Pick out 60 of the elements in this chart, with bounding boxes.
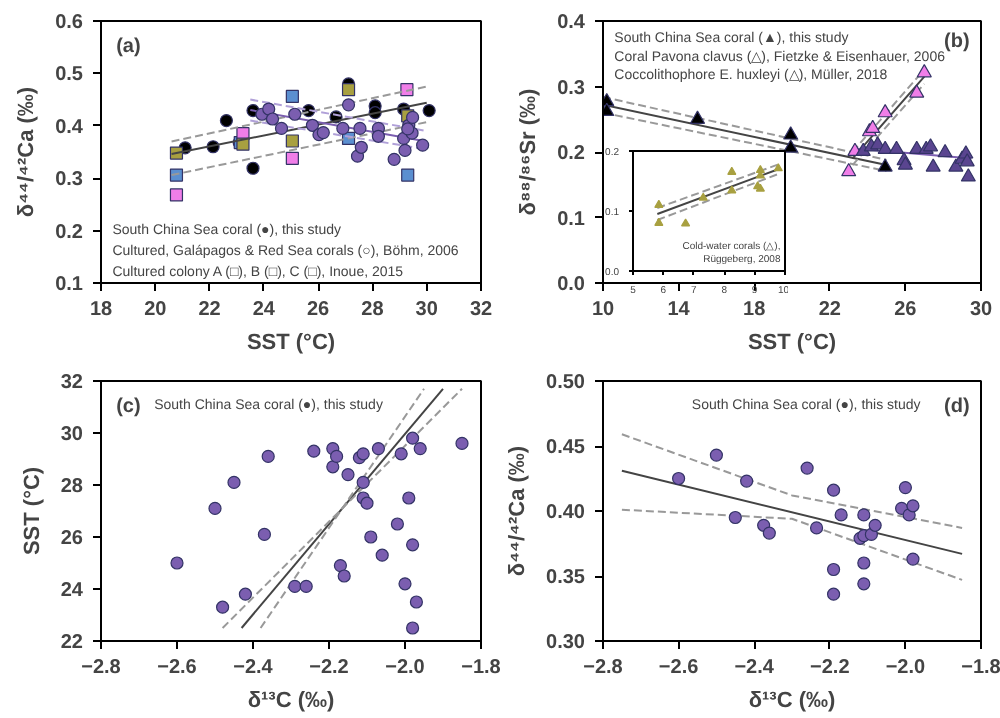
y-tick-label: 30: [60, 424, 84, 446]
x-tick-label: −2.2: [810, 657, 851, 679]
annotation: (a): [116, 36, 141, 59]
x-tick-label: 30: [969, 299, 993, 321]
y-axis-title: δ⁸⁸/⁸⁶Sr (‰): [517, 87, 542, 216]
x-axis-title: SST (°C): [246, 331, 336, 355]
y-tick-label: 0.30: [546, 632, 586, 654]
x-tick-label: 32: [469, 299, 493, 321]
x-tick-label: 20: [144, 299, 168, 321]
x-tick-label: 26: [307, 299, 331, 321]
x-axis-title: δ¹³C (‰): [748, 689, 836, 713]
y-tick-label: 0.40: [546, 502, 586, 524]
y-tick-label: 0.4: [557, 12, 586, 34]
x-tick-label: 24: [252, 299, 276, 321]
y-tick-label: 26: [60, 528, 84, 550]
y-tick-label: 0.0: [557, 274, 586, 296]
x-tick-label: −2.8: [583, 657, 624, 679]
y-tick-label: 0.3: [557, 77, 586, 100]
y-axis-title: SST (°C): [20, 466, 45, 556]
y-tick-label: 0.35: [546, 567, 586, 589]
x-tick-label: −1.8: [961, 657, 1000, 679]
x-tick-label: −2.2: [309, 657, 350, 679]
x-tick-label: 18: [743, 299, 767, 321]
x-tick-label: −2.6: [157, 657, 198, 679]
x-axis-title: SST (°C): [747, 331, 837, 355]
x-tick-label: 22: [198, 299, 222, 321]
x-tick-label: −2.0: [885, 657, 927, 679]
annotation: (b): [944, 30, 970, 53]
x-tick-label: −2.4: [734, 657, 775, 679]
x-tick-label: −1.8: [461, 657, 502, 679]
x-tick-label: −2.4: [233, 657, 274, 679]
y-axis-title: δ⁴⁴/⁴²Ca (‰): [15, 86, 40, 218]
y-axis-title: δ⁴⁴/⁴²Ca (‰): [506, 445, 531, 577]
y-tick-label: 22: [60, 632, 84, 654]
y-tick-label: 32: [60, 372, 84, 394]
y-tick-label: 0.5: [55, 64, 84, 87]
x-tick-label: 10: [591, 299, 615, 321]
y-tick-label: 0.1: [557, 208, 586, 231]
y-tick-label: 0.6: [55, 12, 84, 34]
x-tick-label: 18: [89, 299, 113, 321]
y-tick-label: 0.1: [55, 274, 84, 296]
x-tick-label: −2.6: [658, 657, 700, 679]
x-axis-title: δ¹³C (‰): [247, 689, 335, 713]
annotation: (c): [116, 396, 141, 418]
x-tick-label: 26: [894, 299, 918, 321]
annotation: (d): [944, 396, 970, 418]
y-tick-label: 28: [60, 476, 84, 498]
y-tick-label: 0.2: [55, 221, 84, 244]
x-tick-label: 14: [667, 299, 691, 321]
x-tick-label: 30: [415, 299, 439, 321]
y-tick-label: 0.50: [546, 372, 586, 394]
x-tick-label: 22: [818, 299, 842, 321]
y-tick-label: 0.2: [557, 143, 586, 165]
y-tick-label: 24: [60, 580, 84, 602]
y-tick-label: 0.3: [55, 169, 84, 192]
y-tick-label: 0.45: [546, 437, 586, 459]
x-tick-label: −2.8: [81, 657, 122, 679]
y-tick-label: 0.4: [55, 116, 84, 139]
x-tick-label: −2.0: [385, 657, 426, 679]
x-tick-label: 28: [361, 299, 385, 321]
